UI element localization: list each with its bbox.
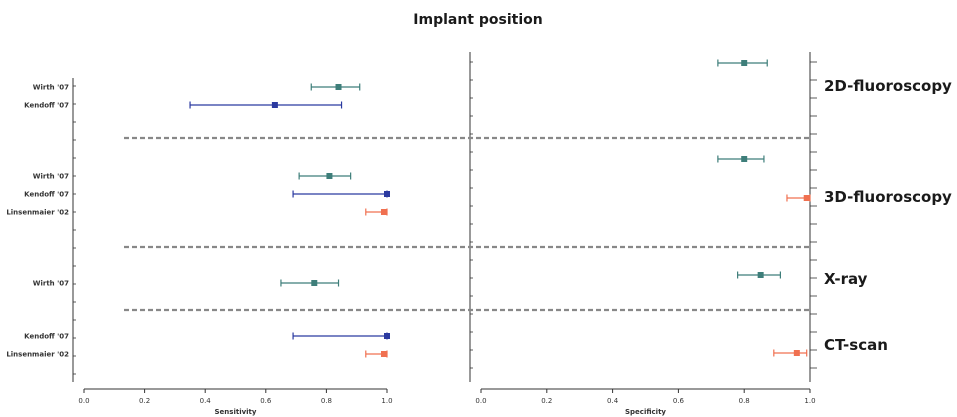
study-label: Wirth '07: [33, 173, 69, 181]
specificity-x-tick-label: 0.4: [607, 397, 619, 405]
group-label: X-ray: [824, 270, 868, 288]
specificity-panel: 0.0 0.2 0.4 0.6 0.8 1.0 Specificity 2D-fluorosc…: [469, 52, 952, 416]
specificity-x-tick-label: 0.2: [541, 397, 552, 405]
sensitivity-point: [335, 84, 342, 90]
group-separators: [124, 136, 810, 312]
sensitivity-x-tick-label: 0.4: [200, 397, 212, 405]
study-label: Kendoff '07: [24, 333, 69, 341]
sensitivity-x-tick-label: 0.6: [260, 397, 272, 405]
study-label: Linsenmaier '02: [6, 351, 69, 359]
sensitivity-x-tick-label: 0.0: [78, 397, 89, 405]
study-label: Kendoff '07: [24, 102, 69, 110]
sensitivity-point: [380, 209, 387, 215]
sensitivity-point: [384, 333, 390, 339]
sensitivity-point: [380, 351, 387, 357]
specificity-point: [793, 350, 800, 356]
specificity-x-tick-label: 0.6: [673, 397, 685, 405]
sensitivity-point: [311, 280, 318, 286]
specificity-point: [757, 272, 764, 278]
group-label: 2D-fluoroscopy: [824, 77, 952, 95]
sensitivity-panel: 0.0 0.2 0.4 0.6 0.8 1.0 Sensitivity Wirth '07 Ke…: [6, 78, 393, 416]
sensitivity-x-tick-label: 0.8: [321, 397, 332, 405]
chart-title: Implant position: [413, 12, 542, 28]
specificity-point: [741, 156, 748, 162]
group-label: CT-scan: [824, 336, 888, 354]
study-label: Kendoff '07: [24, 191, 69, 199]
specificity-x-tick-label: 1.0: [804, 397, 815, 405]
sensitivity-x-tick-label: 0.2: [139, 397, 150, 405]
specificity-axis-title: Specificity: [625, 408, 666, 416]
sensitivity-point: [384, 191, 390, 197]
sensitivity-point: [271, 102, 278, 108]
study-label: Wirth '07: [33, 84, 69, 92]
study-label: Linsenmaier '02: [6, 209, 69, 217]
specificity-point: [803, 195, 810, 201]
sensitivity-x-tick-label: 1.0: [381, 397, 392, 405]
sensitivity-axis-title: Sensitivity: [215, 408, 257, 416]
specificity-x-tick-label: 0.0: [475, 397, 486, 405]
specificity-x-tick-label: 0.8: [739, 397, 750, 405]
study-label: Wirth '07: [33, 280, 69, 288]
specificity-point: [741, 60, 748, 66]
group-label: 3D-fluoroscopy: [824, 188, 952, 206]
sensitivity-point: [326, 173, 333, 179]
